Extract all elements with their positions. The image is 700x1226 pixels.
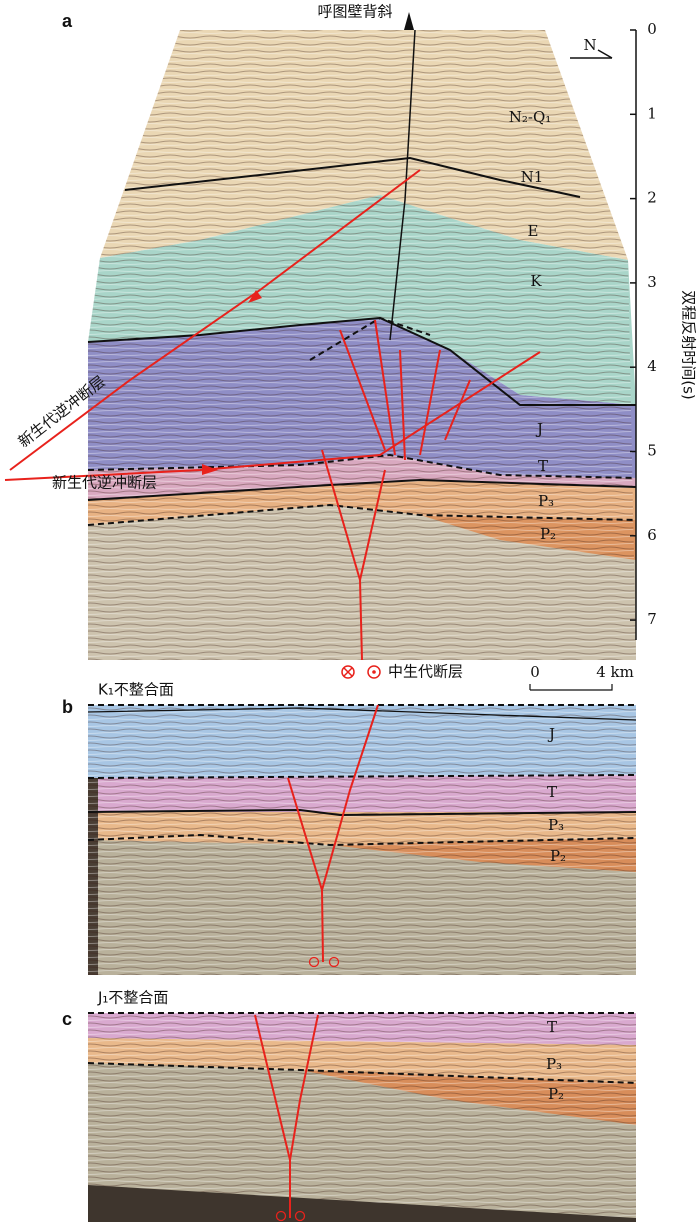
fault-out-symbol (372, 670, 376, 674)
tick-label: 7 (647, 610, 657, 628)
panel-b: b K₁不整合面 J T P₃ P₂ (62, 681, 637, 975)
panel-a: 0 1 2 3 4 5 6 7 a 呼图壁背斜 N N₂-Q₁ N1 E K J T P₃ P… (4, 3, 698, 691)
layer-label: J (535, 420, 543, 438)
p3-bottom (87, 1062, 637, 1084)
fault (339, 329, 386, 451)
p3-bottom (87, 833, 637, 847)
tick-label: 1 (647, 104, 657, 122)
j-top-line (87, 316, 636, 406)
basement (88, 1185, 636, 1222)
layer-label: P₂ (550, 847, 566, 865)
fault-label: 新生代逆冲断层 (52, 474, 157, 492)
layer-label: T (547, 783, 557, 801)
texture (88, 30, 636, 660)
fault (374, 319, 396, 456)
fault-into-symbol (341, 665, 355, 679)
layer-label: T (547, 1018, 557, 1036)
scale-label: 4 km (596, 663, 634, 681)
layer-label: P₃ (538, 492, 554, 510)
layer-label: P₃ (546, 1055, 562, 1073)
thrust-arrow (202, 464, 218, 475)
t-bottom (87, 808, 637, 817)
layer-label: N₂-Q₁ (509, 108, 552, 126)
fault-out-symbol (294, 1210, 306, 1222)
fault-label: 中生代断层 (388, 663, 463, 681)
t-bottom (87, 478, 637, 501)
fault-into-symbol (343, 667, 353, 677)
layer-label: T (538, 457, 548, 475)
mesozoic-fault (289, 1014, 319, 1161)
layer-label: K (530, 272, 542, 290)
north-arrow (597, 49, 613, 59)
tick-label: 2 (647, 189, 657, 207)
thrust-upper (9, 169, 421, 471)
layer-label: P₂ (540, 525, 556, 543)
layer-label: P₂ (548, 1085, 564, 1103)
tick-label: 6 (647, 526, 657, 544)
panel-label: c (62, 1009, 72, 1029)
layer-label: N1 (521, 168, 544, 186)
layer-label: P₃ (548, 816, 564, 834)
p3-bottom (87, 503, 637, 526)
n1-boundary (124, 156, 581, 198)
panel-c: c J₁不整合面 T P₃ P₂ (62, 989, 637, 1222)
panel-label: a (62, 11, 73, 31)
anticline-title: 呼图壁背斜 (317, 3, 392, 21)
panel-label: b (62, 697, 73, 717)
axis-label: 双程反射时间(s) (680, 290, 698, 400)
fault-out-symbol (367, 665, 381, 679)
unconformity-label: K₁不整合面 (98, 681, 174, 699)
tick-label: 4 (647, 357, 657, 375)
scale-bar (529, 684, 613, 691)
layer-label: J (547, 725, 555, 743)
scale-label: 0 (530, 663, 540, 681)
mesozoic-fault (359, 469, 386, 581)
tick-label: 3 (647, 273, 657, 291)
reflector (87, 707, 637, 721)
layer-label: E (528, 222, 539, 240)
mesozoic-fault (321, 704, 379, 891)
tick-label: 5 (647, 442, 657, 460)
fault (444, 379, 471, 441)
fault (419, 349, 441, 456)
north-label: N (583, 36, 596, 54)
well (389, 29, 416, 341)
unconformity-label: J₁不整合面 (97, 989, 168, 1007)
texture (88, 1013, 636, 1222)
fault (399, 349, 406, 461)
tick-label: 0 (647, 20, 657, 38)
fault-into-symbol (308, 956, 320, 968)
fault-into-symbol (275, 1210, 287, 1222)
texture (88, 705, 636, 975)
thrust-arrow (248, 290, 262, 303)
well-arrow (404, 12, 414, 30)
fault-out-symbol (328, 956, 340, 968)
j-bottom (87, 774, 637, 779)
